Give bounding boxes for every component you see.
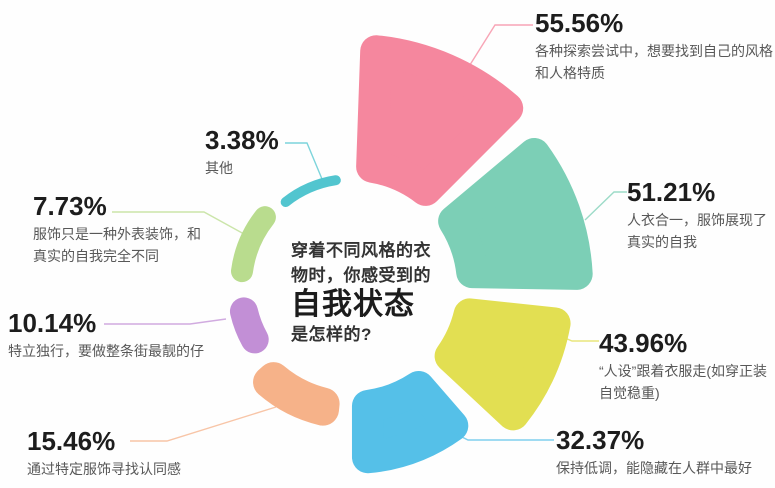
center-question-keyword: 自我状态 [291,288,415,321]
petal-unity [438,137,593,290]
leader-line-persona [555,333,599,342]
segment-label-persona: 43.96% “人设”跟着衣服走(如穿正装自觉稳重) [599,330,771,404]
petal-unique [229,297,269,354]
center-question-line-1: 穿着不同风格的衣 [291,241,431,260]
segment-desc: 特立独行，要做整条街最靓的仔 [8,343,204,359]
segment-label-explore: 55.56% 各种探索尝试中，想要找到自己的风格和人格特质 [535,10,773,84]
leader-line-identity [130,406,277,442]
segment-percent: 15.46% [27,426,116,456]
segment-percent: 43.96% [599,328,688,358]
petal-lowkey [351,370,469,474]
segment-label-decoration: 7.73% 服饰只是一种外表装饰，和真实的自我完全不同 [33,193,211,267]
leader-line-unique [104,318,227,325]
petal-decoration [230,206,276,283]
leader-line-other [285,142,323,180]
segment-desc: 人衣合一，服饰展现了真实的自我 [627,212,767,250]
segment-desc: 保持低调，能隐藏在人群中最好 [556,460,752,476]
leader-line-unity [584,191,627,221]
segment-desc: “人设”跟着衣服走(如穿正装自觉稳重) [599,363,767,401]
segment-label-lowkey: 32.37% 保持低调，能隐藏在人群中最好 [556,427,775,479]
segment-percent: 32.37% [556,425,645,455]
center-question-line-2: 物时，你感受到的 [291,266,431,285]
petal-identity [253,362,340,426]
segment-label-unity: 51.21% 人衣合一，服饰展现了真实的自我 [627,179,775,253]
segment-desc: 通过特定服饰寻找认同感 [27,461,181,477]
petal-explore [356,35,524,206]
leader-line-decoration [112,211,245,235]
segment-desc: 各种探索尝试中，想要找到自己的风格和人格特质 [535,43,773,81]
segment-percent: 51.21% [627,177,716,207]
center-question-line-4: 是怎样的? [291,325,372,344]
segment-label-other: 3.38% 其他 [205,127,325,179]
petal-persona [434,298,571,431]
segment-label-unique: 10.14% 特立独行，要做整条街最靓的仔 [8,310,240,362]
leader-line-explore [467,24,533,69]
leader-line-lowkey [451,431,554,441]
segment-percent: 3.38% [205,125,279,155]
chart-center-question: 穿着不同风格的衣 物时，你感受到的 自我状态 是怎样的? [291,238,451,347]
segment-percent: 10.14% [8,308,97,338]
segment-percent: 7.73% [33,191,107,221]
segment-desc: 其他 [205,160,233,176]
segment-label-identity: 15.46% 通过特定服饰寻找认同感 [27,428,257,480]
petal-other [280,175,341,208]
segment-percent: 55.56% [535,8,624,38]
segment-desc: 服饰只是一种外表装饰，和真实的自我完全不同 [33,226,201,264]
